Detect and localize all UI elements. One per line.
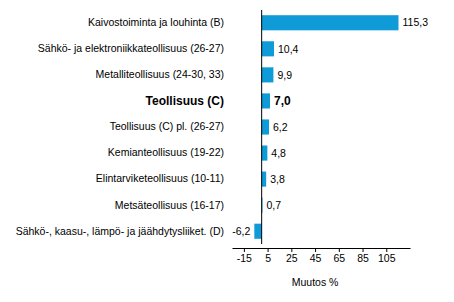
value-tick: 5 [265,248,271,264]
tick-mark [339,248,340,252]
tick-mark [268,248,269,252]
category-tick: Elintarviketeollisuus (10-11) [96,172,232,184]
value-tick: -15 [237,248,252,264]
value-tick: 85 [357,248,369,264]
category-label: Elintarviketeollisuus (10-11) [96,172,224,184]
plot: 115,310,49,97,06,24,83,80,7-6,2Kaivostoi… [16,10,428,264]
category-axis: Kaivostoiminta ja louhinta (B) Sähkö- ja … [16,16,232,236]
tick-mark [386,248,387,252]
tick-label: 65 [333,252,345,264]
data-label: 3,8 [270,173,285,185]
data-label: 0,7 [266,199,281,211]
data-label: 9,9 [277,69,292,81]
bar [254,224,261,239]
tick-label: -15 [237,252,252,264]
tick-label: 25 [286,252,298,264]
data-label: -6,2 [232,225,250,237]
axis-title: Muutos % [292,276,339,288]
tick-mark [315,248,316,252]
tick-mark [291,248,292,252]
data-labels: 115,3 10,4 9,9 7,0 6,2 4,8 3,8 0,7 -6,2 [232,16,428,236]
category-tick: Teollisuus (C) [146,94,232,108]
category-tick: Sähkö- ja elektroniikkateollisuus (26-27… [38,42,232,54]
data-label: 4,8 [271,147,286,159]
chart: 115,310,49,97,06,24,83,80,7-6,2Kaivostoi… [0,0,454,302]
category-tick: Sähkö-, kaasu-, lämpö- ja jäähdytysliike… [16,225,232,237]
value-tick: 25 [286,248,298,264]
bar [262,146,268,161]
category-label: Kemianteollisuus (19-22) [108,146,224,158]
tick-label: 45 [310,252,322,264]
zero-line [261,10,262,244]
value-tick: 45 [310,248,322,264]
category-label: Teollisuus (C) [146,94,224,108]
data-label: 7,0 [274,94,291,108]
category-label: Sähkö-, kaasu-, lämpö- ja jäähdytysliike… [16,225,224,237]
tick-label: 105 [378,252,396,264]
data-label: 115,3 [402,16,428,28]
category-tick: Kaivostoiminta ja louhinta (B) [88,16,232,28]
bar [262,15,399,30]
category-label: Sähkö- ja elektroniikkateollisuus (26-27… [38,42,224,54]
category-label: Teollisuus (C) pl. (26-27) [110,120,224,132]
category-tick: Teollisuus (C) pl. (26-27) [110,120,232,132]
data-label: 6,2 [273,121,288,133]
bar [262,93,270,108]
tick-label: 5 [265,252,271,264]
category-label: Metsäteollisuus (16-17) [115,199,224,211]
category-tick: Kemianteollisuus (19-22) [108,146,232,158]
category-tick: Metsäteollisuus (16-17) [115,199,232,211]
value-tick: 105 [378,248,396,264]
tick-label: 85 [357,252,369,264]
axis-line [233,248,411,249]
bar [262,41,274,56]
tick-mark [244,248,245,252]
data-label: 10,4 [278,43,299,55]
bar [262,172,267,187]
bars [254,15,398,239]
tick-mark [363,248,364,252]
category-label: Kaivostoiminta ja louhinta (B) [88,16,224,28]
value-tick: 65 [333,248,345,264]
bar [262,119,269,134]
value-axis: -15 5 25 45 65 85 105 [233,248,411,264]
category-tick: Metalliteollisuus (24-30, 33) [96,68,232,80]
bar [262,67,274,82]
category-label: Metalliteollisuus (24-30, 33) [96,68,224,80]
